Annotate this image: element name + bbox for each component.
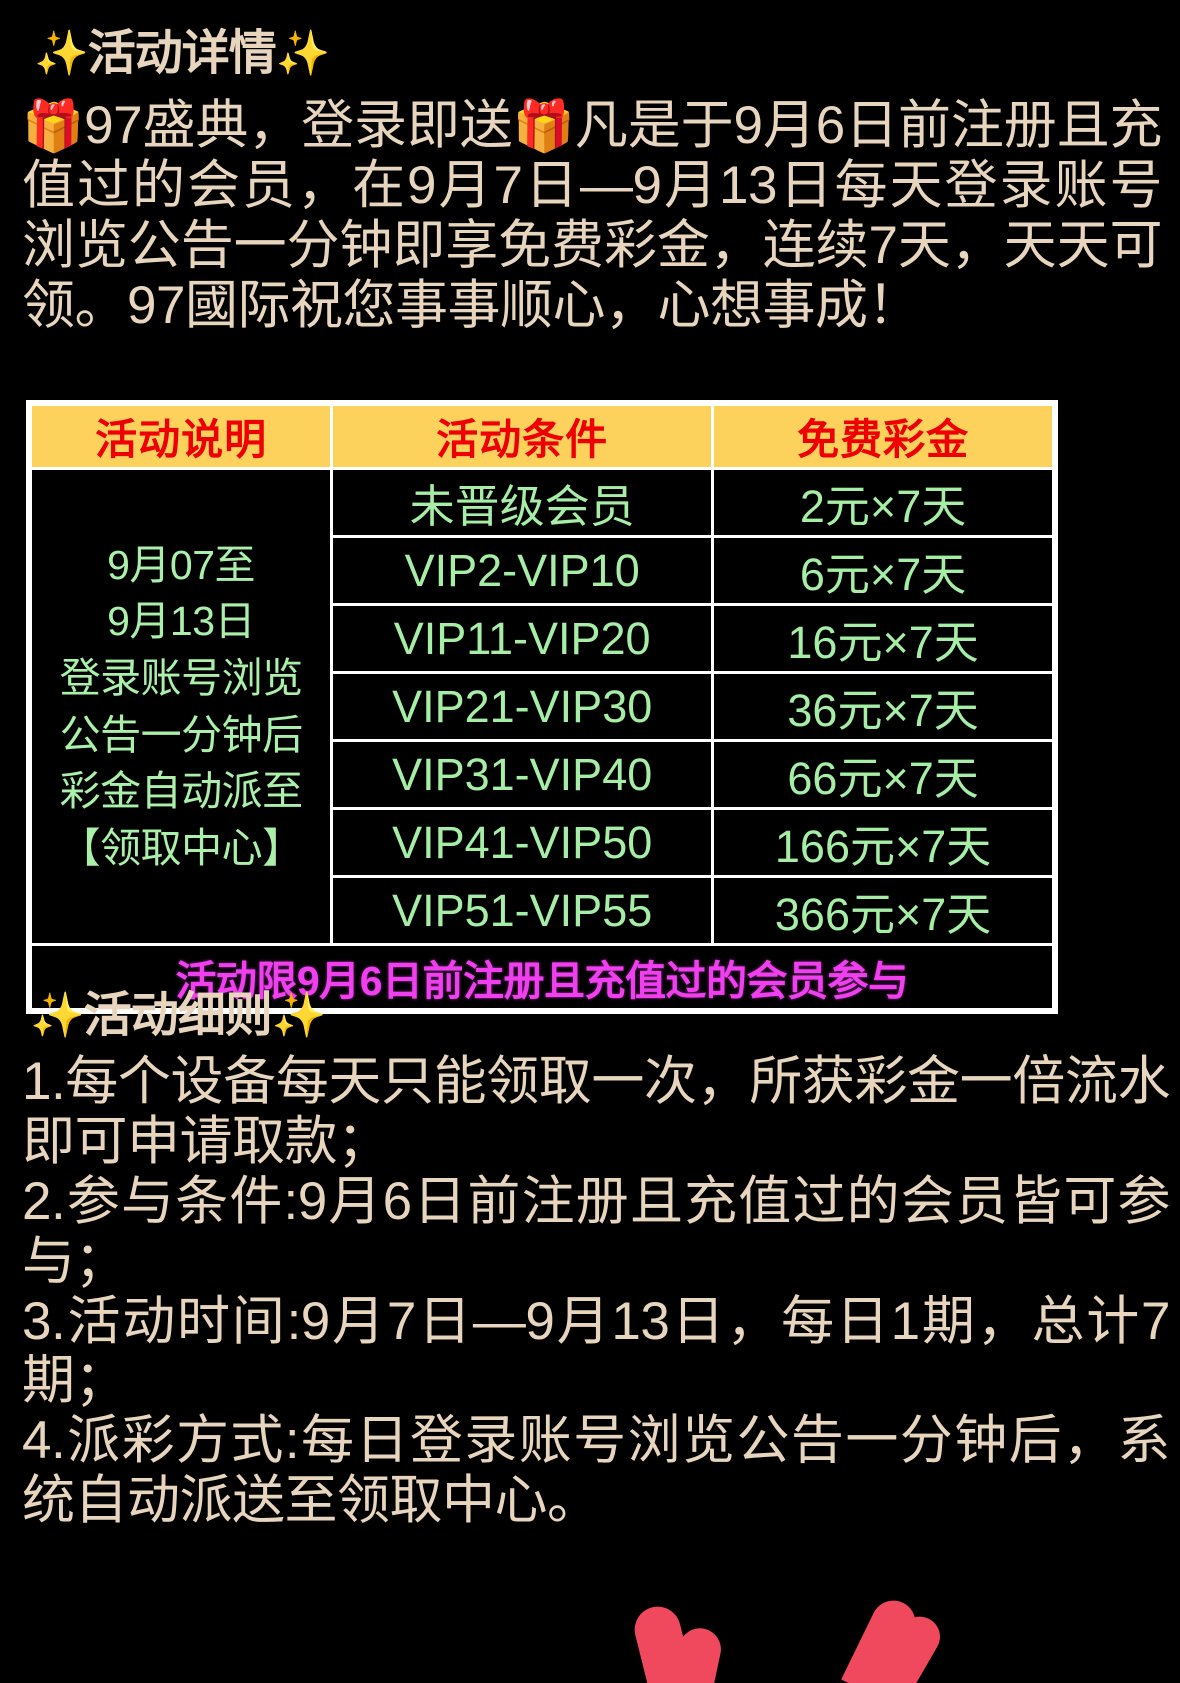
column-header-condition: 活动条件 (333, 406, 712, 467)
table-footnote: 活动限9月6日前注册且充值过的会员参与 (32, 946, 1052, 1008)
description-line: 9月07至 (107, 541, 256, 588)
rule-item: 2.参与条件:9月6日前注册且充值过的会员皆可参与； (22, 1171, 1171, 1291)
table-row: VIP21-VIP30 36元×7天 (32, 674, 1052, 739)
column-header-bonus: 免费彩金 (714, 406, 1052, 467)
condition-cell: 未晋级会员 (333, 470, 712, 535)
condition-cell: VIP21-VIP30 (333, 674, 712, 739)
table-footnote-row: 活动限9月6日前注册且充值过的会员参与 (32, 946, 1052, 1008)
gift-icon: 🎁 (512, 98, 576, 154)
bonus-table: 活动说明 活动条件 免费彩金 9月07至 9月13日 登录账号浏览 公告一分钟后… (26, 400, 1058, 1014)
sparkle-icon: ✨ (271, 991, 327, 1040)
condition-cell: VIP2-VIP10 (333, 538, 712, 603)
condition-cell: VIP51-VIP55 (333, 878, 712, 943)
condition-cell: VIP31-VIP40 (333, 742, 712, 807)
description-line: 【领取中心】 (59, 824, 304, 871)
table-row: VIP11-VIP20 16元×7天 (32, 606, 1052, 671)
bonus-cell: 66元×7天 (714, 742, 1052, 807)
sparkle-icon: ✨ (30, 991, 85, 1040)
rule-item: 1.每个设备每天只能领取一次，所获彩金一倍流水即可申请取款； (22, 1052, 1171, 1171)
description-cell: 9月07至 9月13日 登录账号浏览 公告一分钟后 彩金自动派至 【领取中心】 (32, 470, 331, 943)
table-row: VIP51-VIP55 366元×7天 (32, 878, 1052, 943)
description-line: 9月13日 (107, 598, 256, 645)
bonus-cell: 166元×7天 (714, 810, 1052, 875)
details-heading-label: 活动详情 (87, 27, 277, 80)
table-row: 9月07至 9月13日 登录账号浏览 公告一分钟后 彩金自动派至 【领取中心】 … (32, 470, 1052, 943)
sparkle-icon: ✨ (34, 29, 89, 78)
rule-item: 3.活动时间:9月7日—9月13日，每日1期，总计7期； (22, 1291, 1171, 1411)
condition-cell: VIP11-VIP20 (333, 606, 712, 671)
sparkle-icon: ✨ (275, 29, 331, 78)
table-header-row: 活动说明 活动条件 免费彩金 (32, 406, 1052, 467)
bonus-cell: 36元×7天 (714, 674, 1052, 739)
details-paragraph-part1: 97盛典，登录即送 (84, 96, 513, 155)
description-line: 彩金自动派至 (59, 768, 304, 815)
table-row: VIP41-VIP50 166元×7天 (32, 810, 1052, 875)
description-line: 公告一分钟后 (59, 711, 304, 758)
bonus-cell: 6元×7天 (714, 538, 1052, 603)
rules-heading: ✨ 活动细则 ✨ (30, 989, 327, 1042)
table-row: VIP2-VIP10 6元×7天 (32, 538, 1052, 603)
bonus-cell: 366元×7天 (714, 878, 1052, 943)
column-header-description: 活动说明 (32, 406, 331, 467)
details-heading: ✨ 活动详情 ✨ (34, 27, 331, 80)
table-row: VIP31-VIP40 66元×7天 (32, 742, 1052, 807)
bonus-cell: 2元×7天 (714, 470, 1052, 535)
gift-icon: 🎁 (22, 98, 85, 154)
description-line: 登录账号浏览 (59, 654, 304, 701)
details-paragraph: 🎁97盛典，登录即送🎁凡是于9月6日前注册且充值过的会员，在9月7日—9月13日… (22, 96, 1163, 336)
rule-item: 4.派彩方式:每日登录账号浏览公告一分钟后，系统自动派送至领取中心。 (22, 1411, 1171, 1531)
rules-list: 1.每个设备每天只能领取一次，所获彩金一倍流水即可申请取款； 2.参与条件:9月… (22, 1052, 1171, 1531)
rules-heading-label: 活动细则 (83, 989, 273, 1042)
condition-cell: VIP41-VIP50 (333, 810, 712, 875)
details-paragraph-part2: 凡是于9月6日前注册且充值过的会员，在9月7日—9月13日每天登录账号浏览公告一… (22, 96, 1163, 335)
bonus-cell: 16元×7天 (714, 606, 1052, 671)
